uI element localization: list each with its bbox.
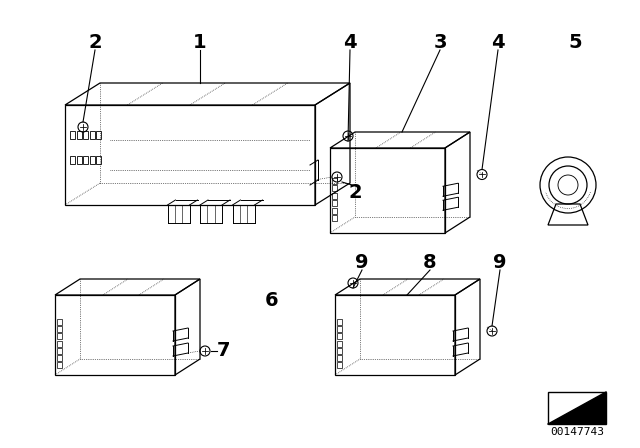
Text: 2: 2 bbox=[348, 182, 362, 202]
Text: 6: 6 bbox=[265, 290, 279, 310]
Bar bbox=[337, 348, 342, 354]
Text: 9: 9 bbox=[493, 253, 507, 271]
Bar bbox=[90, 131, 95, 139]
Bar bbox=[77, 156, 81, 164]
Bar bbox=[57, 355, 62, 361]
Bar bbox=[337, 355, 342, 361]
Bar bbox=[57, 362, 62, 368]
Bar bbox=[332, 185, 337, 191]
Polygon shape bbox=[548, 392, 606, 424]
Text: 00147743: 00147743 bbox=[550, 427, 604, 437]
Bar bbox=[548, 392, 606, 424]
Text: 9: 9 bbox=[355, 253, 369, 271]
Bar bbox=[332, 200, 337, 206]
Bar bbox=[96, 131, 101, 139]
Text: 4: 4 bbox=[343, 33, 357, 52]
Bar bbox=[83, 131, 88, 139]
Bar bbox=[332, 208, 337, 214]
Text: 7: 7 bbox=[216, 341, 230, 361]
Bar bbox=[337, 326, 342, 332]
Bar bbox=[332, 215, 337, 221]
Text: 8: 8 bbox=[423, 253, 437, 271]
Bar bbox=[337, 362, 342, 368]
Bar bbox=[57, 326, 62, 332]
Bar bbox=[332, 178, 337, 184]
Bar bbox=[57, 348, 62, 354]
Bar bbox=[70, 156, 75, 164]
Bar bbox=[90, 156, 95, 164]
Bar bbox=[57, 319, 62, 325]
Text: 3: 3 bbox=[433, 33, 447, 52]
Bar bbox=[57, 340, 62, 347]
Bar bbox=[83, 156, 88, 164]
Bar bbox=[96, 156, 101, 164]
Bar bbox=[57, 333, 62, 340]
Bar bbox=[337, 319, 342, 325]
Text: 4: 4 bbox=[491, 33, 505, 52]
Bar bbox=[332, 193, 337, 199]
Bar bbox=[70, 131, 75, 139]
Bar bbox=[337, 333, 342, 340]
Bar bbox=[337, 340, 342, 347]
Text: 2: 2 bbox=[88, 33, 102, 52]
Text: 1: 1 bbox=[193, 33, 207, 52]
Bar bbox=[77, 131, 81, 139]
Text: 5: 5 bbox=[568, 33, 582, 52]
